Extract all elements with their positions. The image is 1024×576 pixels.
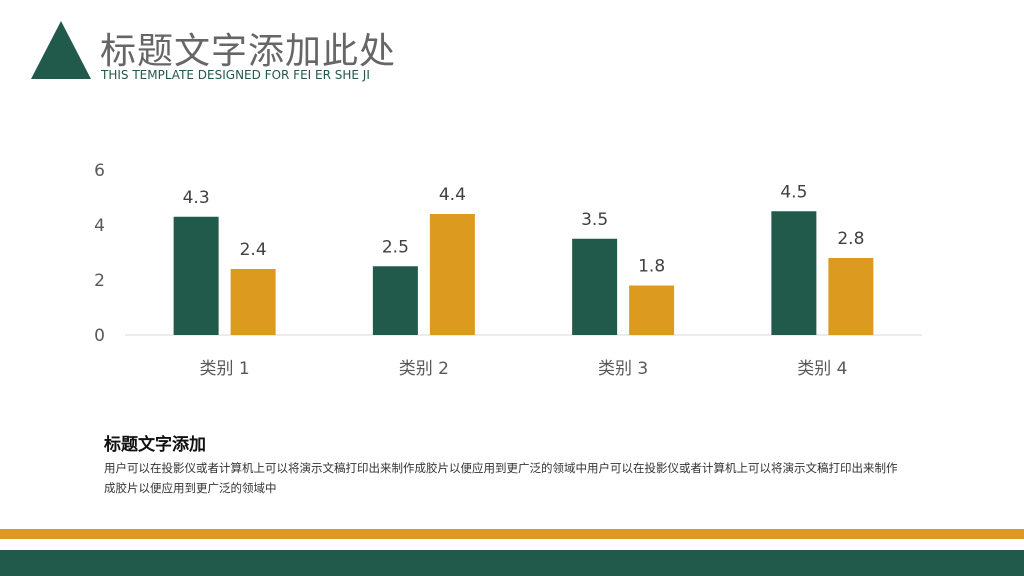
section-body: 用户可以在投影仪或者计算机上可以将演示文稿打印出来制作成胶片以便应用到更广泛的领… bbox=[104, 461, 898, 495]
logo-triangle-icon bbox=[31, 21, 91, 79]
bar bbox=[629, 285, 675, 335]
data-label: 3.5 bbox=[581, 210, 608, 230]
data-label: 1.8 bbox=[638, 257, 665, 277]
data-label: 4.4 bbox=[439, 185, 466, 205]
y-tick-label: 2 bbox=[94, 271, 105, 291]
x-category-label: 类别 3 bbox=[598, 359, 648, 379]
bar bbox=[230, 269, 276, 335]
bar bbox=[572, 238, 618, 335]
bar bbox=[771, 211, 817, 335]
y-tick-label: 6 bbox=[94, 161, 105, 181]
x-category-label: 类别 2 bbox=[399, 359, 449, 379]
bar bbox=[372, 266, 418, 335]
bar bbox=[828, 258, 874, 335]
bar bbox=[173, 216, 219, 335]
x-category-label: 类别 1 bbox=[200, 359, 250, 379]
data-label: 2.5 bbox=[382, 237, 409, 257]
data-label: 2.4 bbox=[240, 240, 267, 260]
y-tick-label: 4 bbox=[94, 216, 105, 236]
y-tick-label: 0 bbox=[94, 326, 105, 346]
data-label: 2.8 bbox=[837, 229, 864, 249]
section-heading: 标题文字添加 bbox=[104, 435, 206, 455]
footer-band-green bbox=[0, 550, 1024, 576]
footer-band-gold bbox=[0, 529, 1024, 539]
bar bbox=[429, 214, 475, 335]
x-category-label: 类别 4 bbox=[797, 359, 847, 379]
data-label: 4.5 bbox=[780, 182, 807, 202]
page-subtitle: THIS TEMPLATE DESIGNED FOR FEI ER SHE JI bbox=[101, 68, 370, 82]
page-title: 标题文字添加此处 bbox=[100, 31, 397, 72]
data-label: 4.3 bbox=[183, 188, 210, 208]
